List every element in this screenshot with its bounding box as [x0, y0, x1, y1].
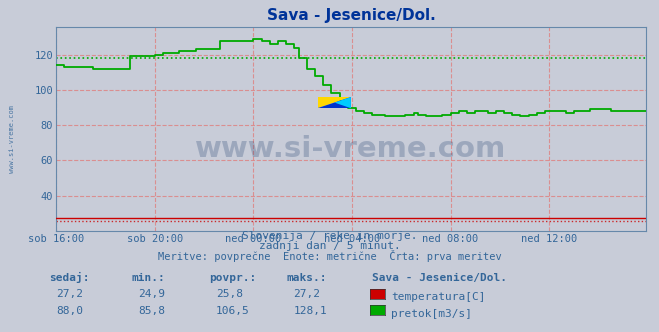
- Text: povpr.:: povpr.:: [210, 273, 257, 283]
- Text: 27,2: 27,2: [293, 289, 320, 299]
- Polygon shape: [318, 97, 351, 108]
- Text: 106,5: 106,5: [216, 306, 250, 316]
- Title: Sava - Jesenice/Dol.: Sava - Jesenice/Dol.: [266, 8, 436, 23]
- Text: 128,1: 128,1: [293, 306, 327, 316]
- Text: Meritve: povprečne  Enote: metrične  Črta: prva meritev: Meritve: povprečne Enote: metrične Črta:…: [158, 250, 501, 262]
- Text: 27,2: 27,2: [56, 289, 83, 299]
- Text: 88,0: 88,0: [56, 306, 83, 316]
- Text: pretok[m3/s]: pretok[m3/s]: [391, 309, 472, 319]
- Text: Sava - Jesenice/Dol.: Sava - Jesenice/Dol.: [372, 273, 507, 283]
- Text: min.:: min.:: [132, 273, 165, 283]
- Text: 24,9: 24,9: [138, 289, 165, 299]
- Text: 25,8: 25,8: [216, 289, 243, 299]
- Text: temperatura[C]: temperatura[C]: [391, 292, 485, 302]
- Text: maks.:: maks.:: [287, 273, 327, 283]
- Polygon shape: [335, 97, 351, 108]
- Polygon shape: [318, 97, 351, 108]
- Text: 85,8: 85,8: [138, 306, 165, 316]
- Text: www.si-vreme.com: www.si-vreme.com: [9, 106, 14, 173]
- Text: www.si-vreme.com: www.si-vreme.com: [195, 135, 507, 163]
- Text: sedaj:: sedaj:: [49, 272, 90, 283]
- Text: Slovenija / reke in morje.: Slovenija / reke in morje.: [242, 231, 417, 241]
- Text: zadnji dan / 5 minut.: zadnji dan / 5 minut.: [258, 241, 401, 251]
